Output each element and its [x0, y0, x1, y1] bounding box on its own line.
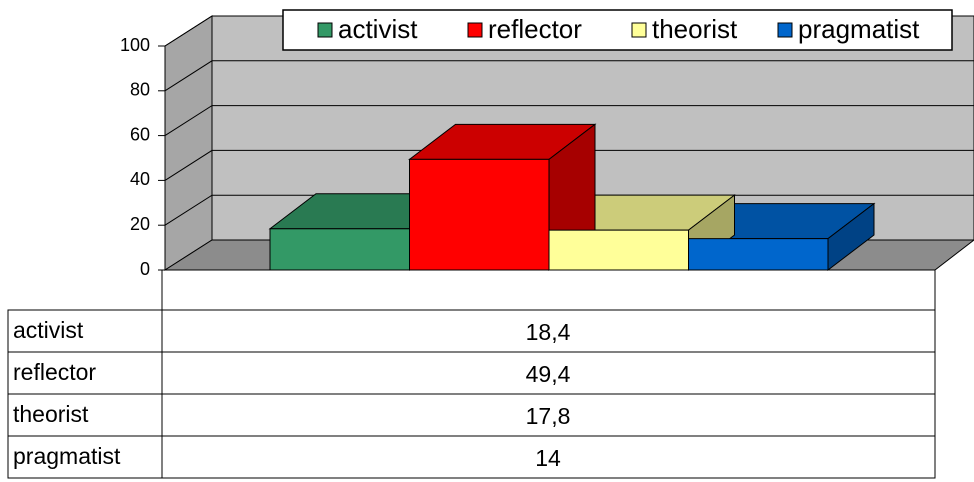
bar — [409, 158, 550, 271]
grid-line — [164, 105, 974, 137]
row-value: 14 — [535, 445, 561, 471]
bar — [688, 238, 829, 271]
y-tick-label: 0 — [140, 259, 150, 279]
data-table: activist 18,4 reflector 49,4 theorist 17,8 pra… — [7, 270, 936, 479]
row-value: 49,4 — [526, 361, 571, 387]
legend-swatch — [317, 22, 333, 38]
legend-label: theorist — [652, 14, 738, 44]
y-tick-label: 60 — [130, 124, 150, 144]
legend — [282, 9, 953, 51]
legend-label: activist — [338, 14, 418, 44]
y-tick-label: 100 — [120, 35, 150, 55]
y-tick-label: 20 — [130, 214, 150, 234]
bar — [269, 228, 410, 271]
legend-swatch — [631, 22, 647, 38]
side-wall — [164, 15, 213, 271]
grid-line — [164, 60, 974, 92]
legend-items: activist reflector theorist pragmatist — [317, 14, 920, 44]
legend-label: reflector — [488, 14, 582, 44]
grid: 0 20 40 60 80 100 — [120, 15, 974, 279]
legend-label: pragmatist — [798, 14, 920, 44]
row-value: 18,4 — [526, 319, 571, 345]
row-label: pragmatist — [13, 443, 121, 469]
legend-swatch — [777, 22, 793, 38]
legend-swatch — [467, 22, 483, 38]
bars — [268, 123, 876, 272]
y-tick-label: 80 — [130, 80, 150, 100]
grid-line — [164, 149, 974, 181]
bar — [548, 229, 689, 271]
row-label: reflector — [13, 359, 96, 385]
row-label: theorist — [13, 401, 89, 427]
row-value: 17,8 — [526, 403, 571, 429]
y-tick-label: 40 — [130, 169, 150, 189]
row-label: activist — [13, 317, 84, 343]
